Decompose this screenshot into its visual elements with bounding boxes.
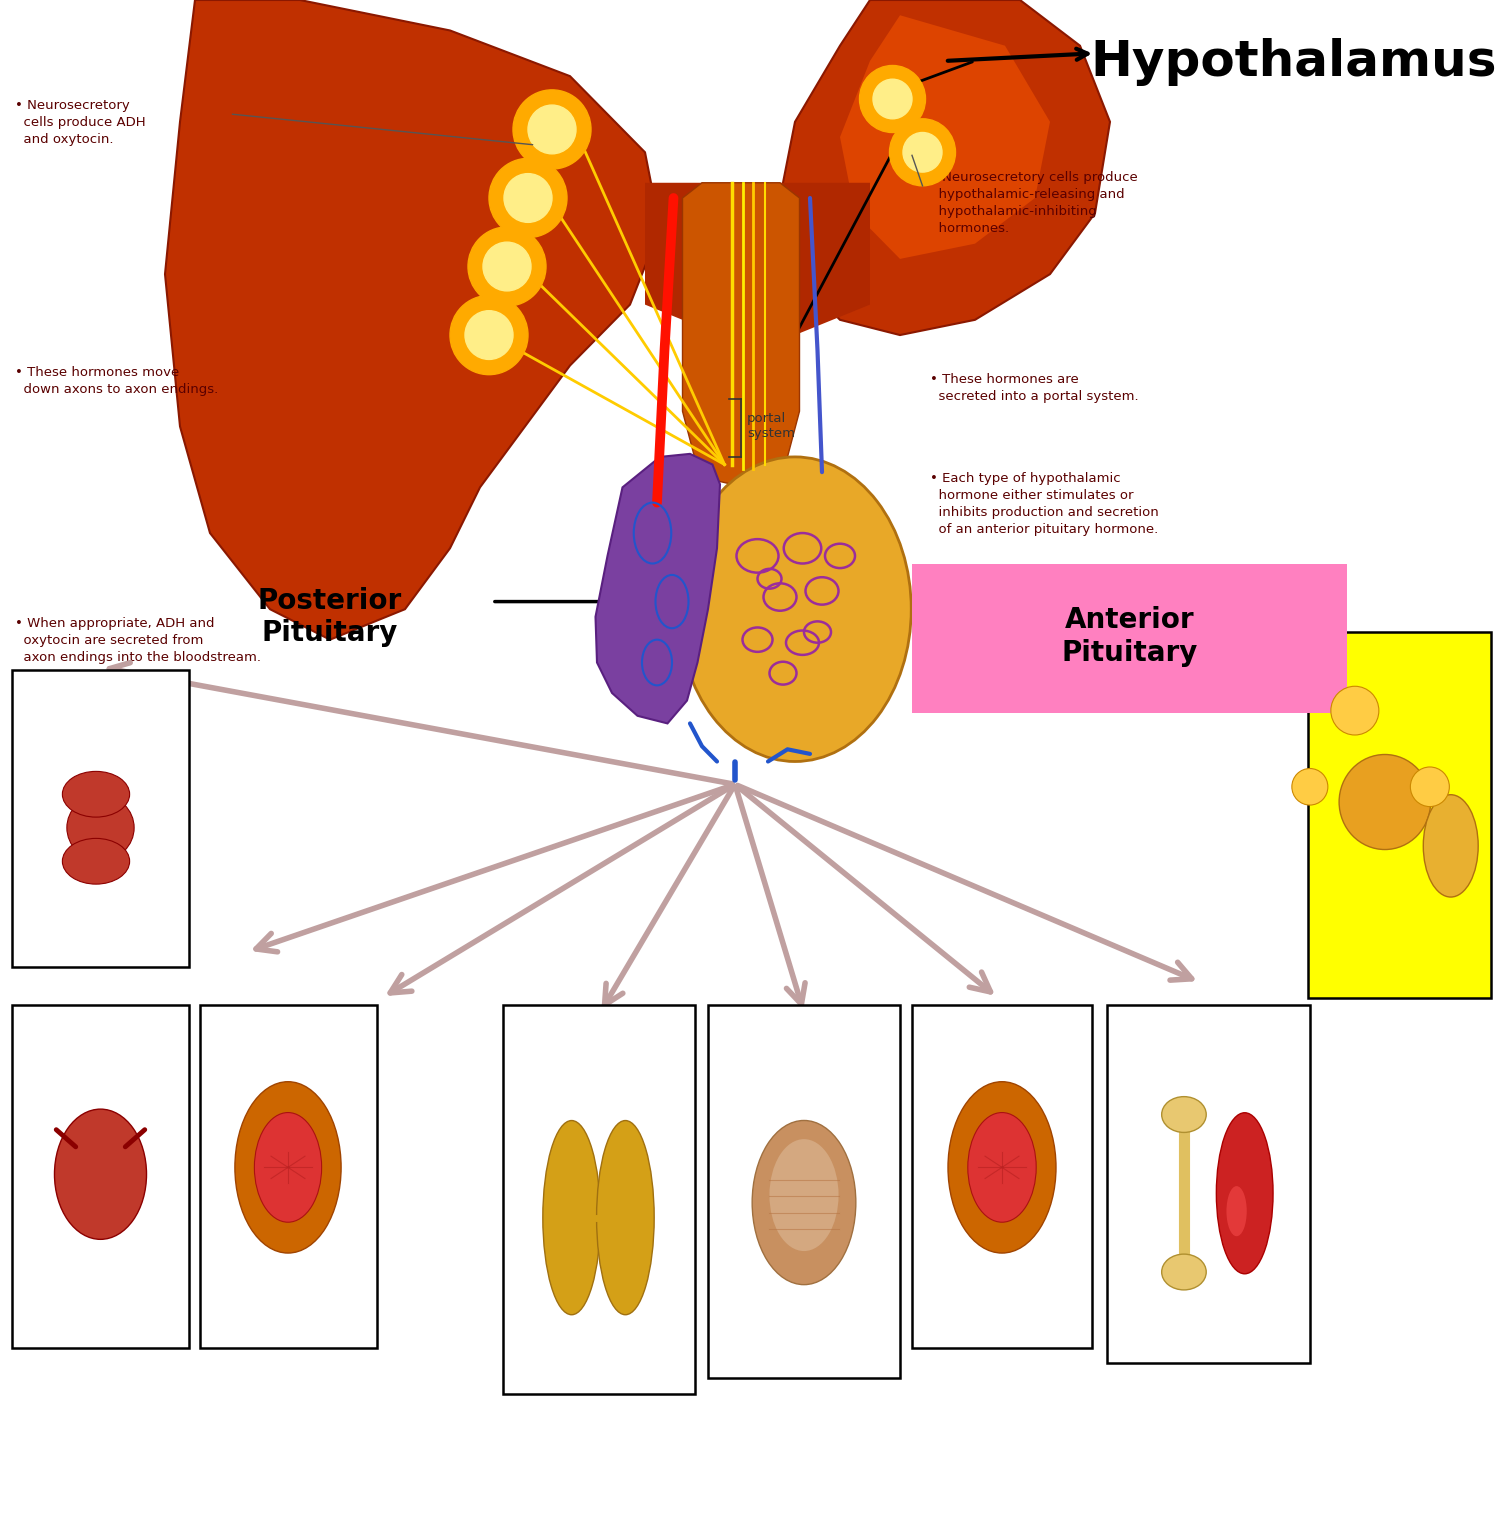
FancyBboxPatch shape bbox=[912, 564, 1347, 713]
Text: thyroid: thyroid bbox=[578, 1368, 620, 1381]
FancyBboxPatch shape bbox=[12, 670, 189, 967]
FancyBboxPatch shape bbox=[12, 1005, 189, 1348]
Circle shape bbox=[489, 158, 567, 238]
Text: ovaries, testes: ovaries, testes bbox=[1354, 972, 1444, 985]
Polygon shape bbox=[165, 0, 660, 640]
Ellipse shape bbox=[1340, 754, 1431, 850]
Polygon shape bbox=[780, 0, 1110, 335]
Polygon shape bbox=[840, 15, 1050, 259]
Circle shape bbox=[1292, 769, 1328, 806]
Circle shape bbox=[504, 174, 552, 222]
Text: prolactin (PRL): prolactin (PRL) bbox=[957, 1017, 1047, 1031]
Ellipse shape bbox=[543, 1121, 600, 1314]
Circle shape bbox=[1330, 687, 1378, 736]
Ellipse shape bbox=[597, 1121, 654, 1314]
Text: kidney tubules: kidney tubules bbox=[56, 941, 146, 955]
Text: mammary
glands: mammary glands bbox=[256, 1307, 320, 1336]
Ellipse shape bbox=[948, 1081, 1056, 1253]
Text: mammary
glands: mammary glands bbox=[970, 1307, 1034, 1336]
Ellipse shape bbox=[1161, 1097, 1206, 1133]
Ellipse shape bbox=[1161, 1253, 1206, 1290]
Polygon shape bbox=[682, 183, 800, 484]
Circle shape bbox=[903, 133, 942, 172]
Circle shape bbox=[450, 295, 528, 375]
Text: Hypothalamus: Hypothalamus bbox=[1090, 38, 1497, 87]
Text: portal
system: portal system bbox=[747, 413, 795, 440]
Text: • Neurosecretory
  cells produce ADH
  and oxytocin.: • Neurosecretory cells produce ADH and o… bbox=[15, 99, 146, 146]
Circle shape bbox=[890, 119, 956, 186]
Text: hypothalamus: hypothalamus bbox=[614, 49, 712, 64]
Text: oxytocin: oxytocin bbox=[75, 1017, 126, 1031]
Text: adrenocortico-
tropic hormone
(ACTH): adrenocortico- tropic hormone (ACTH) bbox=[758, 1017, 850, 1062]
Text: • When appropriate, ADH and
  oxytocin are secreted from
  axon endings into the: • When appropriate, ADH and oxytocin are… bbox=[15, 617, 261, 664]
Ellipse shape bbox=[1424, 795, 1478, 897]
Circle shape bbox=[528, 105, 576, 154]
Polygon shape bbox=[596, 454, 720, 723]
Circle shape bbox=[465, 311, 513, 359]
Circle shape bbox=[468, 227, 546, 306]
FancyBboxPatch shape bbox=[912, 1005, 1092, 1348]
FancyBboxPatch shape bbox=[1308, 632, 1491, 998]
Ellipse shape bbox=[678, 457, 910, 762]
Circle shape bbox=[859, 65, 926, 133]
Text: Posterior
Pituitary: Posterior Pituitary bbox=[258, 586, 402, 647]
Ellipse shape bbox=[770, 1139, 838, 1250]
Text: • These hormones move
  down axons to axon endings.: • These hormones move down axons to axon… bbox=[15, 366, 219, 396]
Circle shape bbox=[513, 90, 591, 169]
Text: smooth muscle
in uterus: smooth muscle in uterus bbox=[54, 1307, 147, 1336]
FancyBboxPatch shape bbox=[1107, 1005, 1310, 1363]
Text: • These hormones are
  secreted into a portal system.: • These hormones are secreted into a por… bbox=[930, 373, 1138, 404]
Text: adrenal cortex: adrenal cortex bbox=[759, 1352, 849, 1366]
Circle shape bbox=[873, 79, 912, 119]
Text: • Neurosecretory cells produce
  hypothalamic-releasing and
  hypothalamic-inhib: • Neurosecretory cells produce hypothala… bbox=[930, 171, 1137, 235]
Text: gonadotropic
hormones: gonadotropic hormones bbox=[1359, 644, 1440, 673]
Ellipse shape bbox=[63, 838, 129, 885]
Ellipse shape bbox=[54, 1109, 147, 1240]
Ellipse shape bbox=[236, 1081, 340, 1253]
Text: Anterior
Pituitary: Anterior Pituitary bbox=[1062, 606, 1197, 667]
Text: • Each type of hypothalamic
  hormone either stimulates or
  inhibits production: • Each type of hypothalamic hormone eith… bbox=[930, 472, 1158, 536]
Polygon shape bbox=[645, 183, 870, 335]
Ellipse shape bbox=[68, 795, 134, 860]
Circle shape bbox=[483, 242, 531, 291]
Ellipse shape bbox=[1216, 1113, 1274, 1273]
FancyBboxPatch shape bbox=[200, 1005, 376, 1348]
Ellipse shape bbox=[255, 1112, 321, 1221]
FancyBboxPatch shape bbox=[708, 1005, 900, 1378]
Ellipse shape bbox=[968, 1112, 1036, 1221]
Ellipse shape bbox=[752, 1121, 856, 1285]
Circle shape bbox=[1410, 768, 1449, 807]
Text: bones, tissues: bones, tissues bbox=[1164, 1337, 1252, 1351]
Text: oxytocin: oxytocin bbox=[262, 1017, 314, 1031]
Text: thyroid-
stimulating
hormone (TSH): thyroid- stimulating hormone (TSH) bbox=[552, 1017, 645, 1062]
Text: • The anterior pituitary secretes
  its hormones into the bloodstream.: • The anterior pituitary secretes its ho… bbox=[930, 637, 1173, 667]
Ellipse shape bbox=[63, 771, 129, 818]
Ellipse shape bbox=[1227, 1186, 1246, 1237]
Text: growth
hormone (GH): growth hormone (GH) bbox=[1166, 1017, 1251, 1046]
FancyBboxPatch shape bbox=[503, 1005, 694, 1394]
Text: antidiuretic
hormone (ADH): antidiuretic hormone (ADH) bbox=[53, 682, 148, 711]
